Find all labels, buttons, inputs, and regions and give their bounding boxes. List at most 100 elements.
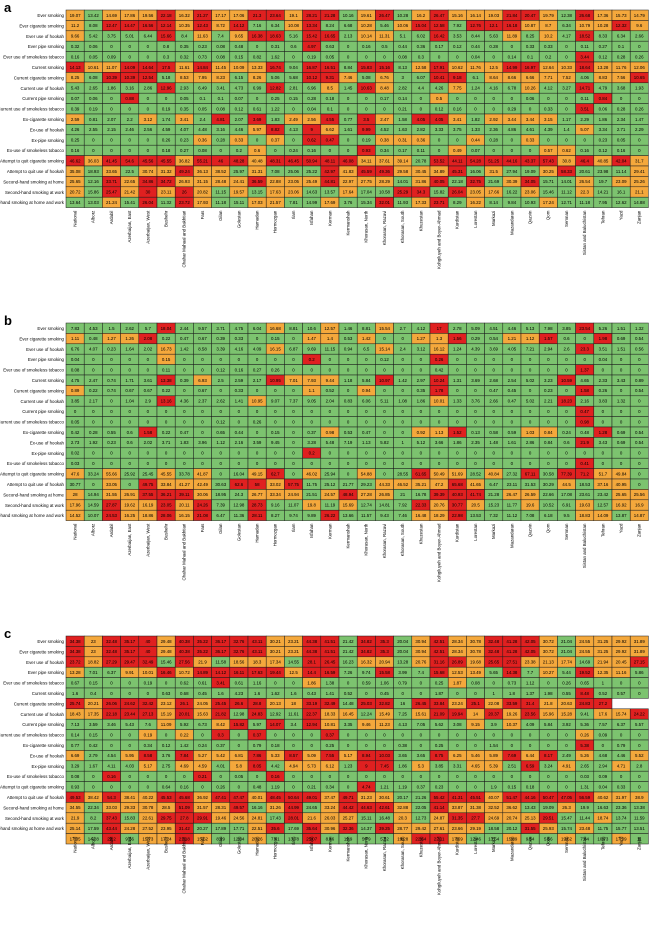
cell-value-label: 6.34: [271, 23, 280, 28]
cell-value-label: 0: [329, 357, 332, 362]
column-label-golestan: Golestan: [236, 836, 241, 854]
cell-value-label: 23: [91, 649, 96, 654]
cell-value-label: 0.37: [253, 732, 262, 737]
column-label-azerbaijan-west: Azerbaijan, West: [145, 210, 150, 244]
cell-value-label: 1.5: [108, 326, 115, 331]
cell-value-label: 0.88: [125, 96, 134, 101]
cell-value-label: 55.66: [106, 471, 118, 476]
cell-value-label: 41.87: [197, 471, 209, 476]
cell-value-label: 0.08: [398, 54, 407, 59]
cell-value-label: 2.65: [580, 764, 589, 769]
cell-value-label: 32.42: [142, 701, 154, 706]
cell-value-label: 0.28: [489, 138, 498, 143]
cell-value-label: 1.54: [489, 743, 498, 748]
cell-value-label: 23.3: [580, 347, 589, 352]
cell-value-label: 0: [438, 419, 441, 424]
cell-value-label: 0.47: [508, 399, 517, 404]
cell-value-label: 25.14: [70, 826, 82, 831]
cell-value-label: 29.23: [361, 482, 373, 487]
cell-value-label: 41.45: [106, 158, 118, 163]
cell-value-label: 11.15: [325, 347, 336, 352]
cell-value-label: 1.32: [635, 326, 644, 331]
cell-value-label: 28.73: [252, 503, 264, 508]
cell-value-label: 5.7: [145, 326, 152, 331]
cell-value-label: 1.42: [180, 743, 189, 748]
cell-value-label: 11.07: [288, 503, 299, 508]
cell-value-label: 0: [128, 367, 131, 372]
cell-value-label: 1.63: [398, 127, 407, 132]
cell-value-label: 23.05: [470, 190, 482, 195]
cell-value-label: 41.28: [506, 649, 518, 654]
cell-value-label: 1.9: [491, 784, 498, 789]
cell-value-label: 62.6: [235, 482, 244, 487]
cell-value-label: 15.42: [306, 34, 318, 39]
cell-value-label: 21.42: [343, 639, 355, 644]
cell-value-label: 4.48: [198, 127, 207, 132]
cell-value-label: 0.26: [435, 357, 444, 362]
cell-value-label: 6.07: [417, 75, 426, 80]
cell-value-label: 15.83: [361, 65, 373, 70]
cell-value-label: 0: [620, 388, 623, 393]
cell-value-label: 44.63: [361, 805, 373, 810]
cell-value-label: 8.23: [216, 75, 225, 80]
cell-value-label: 0: [547, 461, 550, 466]
cell-value-label: 23.24: [452, 701, 464, 706]
cell-value-label: 14: [473, 712, 478, 717]
cell-value-label: 4.26: [435, 86, 444, 91]
cell-value-label: 12.57: [324, 326, 336, 331]
cell-value-label: 5.56: [544, 836, 553, 841]
cell-value-label: 49.53: [70, 795, 82, 800]
cell-value-label: 0.64: [162, 784, 171, 789]
cell-value-label: 10.63: [361, 86, 373, 91]
cell-value-label: 3.08: [453, 722, 462, 727]
cell-value-label: 0: [474, 357, 477, 362]
cell-value-label: 5.73: [307, 764, 316, 769]
cell-value-label: 17.63: [252, 670, 264, 675]
cell-value-label: 9.74: [289, 513, 298, 518]
cell-value-label: 9: [365, 764, 368, 769]
cell-value-label: 0: [183, 367, 186, 372]
cell-value-label: 27.56: [179, 660, 191, 665]
cell-value-label: 0: [638, 680, 641, 685]
cell-value-label: 5.42: [216, 753, 225, 758]
cell-value-label: 4.17: [562, 34, 571, 39]
cell-value-label: 0.24: [289, 148, 298, 153]
cell-value-label: 7.4: [418, 670, 425, 675]
cell-value-label: 31.86: [415, 179, 427, 184]
cell-value-label: 8.84: [344, 65, 353, 70]
cell-value-label: 0: [292, 388, 295, 393]
cell-value-label: 21.26: [415, 795, 427, 800]
cell-value-label: 0.94: [362, 388, 371, 393]
cell-value-label: 0.26: [253, 419, 262, 424]
cell-value-label: 0: [310, 409, 313, 414]
column-label-tehran: Tehran: [600, 523, 605, 537]
cell-value-label: 0: [183, 388, 186, 393]
cell-value-label: 15.74: [561, 826, 573, 831]
cell-value-label: 30.78: [142, 805, 154, 810]
cell-value-label: 19.09: [543, 805, 555, 810]
cell-value-label: 0.34: [380, 148, 389, 153]
cell-value-label: 0.21: [198, 774, 207, 779]
cell-value-label: 21.42: [124, 190, 136, 195]
cell-value-label: 0: [110, 399, 113, 404]
panel-label-b: b: [4, 313, 12, 328]
cell-value-label: 0: [292, 461, 295, 466]
cell-value-label: 24.65: [306, 805, 318, 810]
column-label-khorasan-north: Khorasan, North: [364, 523, 369, 556]
cell-value-label: 0.62: [562, 148, 571, 153]
cell-value-label: 0.45: [198, 691, 207, 696]
cell-value-label: 67.11: [525, 471, 536, 476]
cell-value-label: 17.34: [270, 660, 282, 665]
cell-value-label: 0.19: [307, 54, 316, 59]
cell-value-label: 16.51: [324, 65, 336, 70]
cell-value-label: 0: [147, 54, 150, 59]
cell-value-label: 27.29: [106, 660, 118, 665]
cell-value-label: 45.53: [161, 795, 173, 800]
cell-value-label: 0.6: [254, 148, 261, 153]
panel-b: b Ever smoking Ever cigarette smoking Ever…: [0, 313, 652, 626]
cell-value-label: 23.12: [161, 701, 173, 706]
column-label-mazandaran: Mazandaran: [509, 523, 514, 548]
cell-value-label: 15.11: [234, 200, 245, 205]
cell-value-label: 19.26: [506, 712, 518, 717]
cell-value-label: 16.25: [124, 513, 136, 518]
